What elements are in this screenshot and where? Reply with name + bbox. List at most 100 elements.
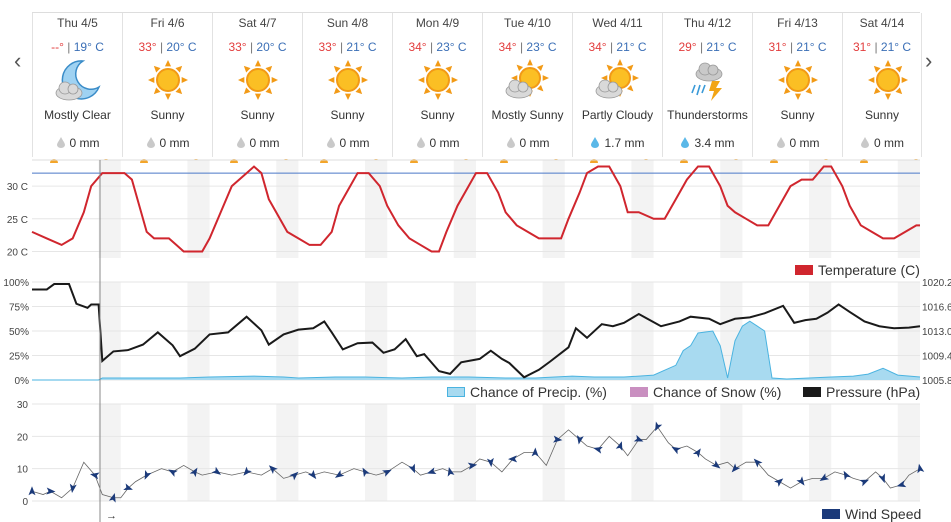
wind-arrow bbox=[633, 434, 644, 442]
sun-icon bbox=[415, 57, 461, 103]
wind-arrow bbox=[334, 469, 345, 478]
y-tick-label-right: 1005.8 bbox=[922, 376, 951, 387]
wind-arrow bbox=[382, 469, 392, 477]
night-band bbox=[276, 160, 299, 258]
wind-arrow bbox=[486, 457, 494, 468]
day-condition: Mostly Clear bbox=[44, 108, 111, 122]
high-temp: 31° bbox=[852, 40, 872, 54]
high-temp: --° bbox=[51, 40, 64, 54]
day-precip: 0 mm bbox=[753, 136, 842, 151]
wind-arrow bbox=[189, 467, 198, 478]
low-temp: 23° C bbox=[526, 40, 557, 54]
y-tick-label: 50% bbox=[9, 327, 29, 338]
day-temps: 31° | 21° C bbox=[768, 40, 827, 54]
day-precip: 3.4 mm bbox=[663, 136, 752, 151]
precip-swatch bbox=[447, 387, 465, 397]
day-date: Thu 4/12 bbox=[683, 16, 732, 30]
forecast-day[interactable]: Thu 4/12 29° | 21° C Thunderstorms 3.4 m… bbox=[662, 13, 752, 163]
low-temp: 20° C bbox=[256, 40, 287, 54]
wind-arrow bbox=[168, 469, 178, 477]
forecast-day[interactable]: Sun 4/8 33° | 21° C Sunny 0 mm bbox=[302, 13, 392, 163]
day-temps: 33° | 21° C bbox=[318, 40, 377, 54]
night-band bbox=[365, 404, 388, 501]
legend-wind: Wind Speed bbox=[822, 506, 921, 522]
low-temp: 23° C bbox=[436, 40, 467, 54]
y-tick-label: 100% bbox=[3, 278, 29, 289]
precip-line bbox=[32, 320, 921, 381]
low-temp: 21° C bbox=[346, 40, 377, 54]
day-temps: --° | 19° C bbox=[51, 40, 104, 54]
next-day-arrow[interactable]: › bbox=[925, 48, 933, 73]
day-temps: 34° | 23° C bbox=[408, 40, 467, 54]
low-temp: 21° C bbox=[706, 40, 737, 54]
high-temp: 34° bbox=[498, 40, 517, 54]
wind-arrow bbox=[426, 467, 437, 474]
low-temp: 20° C bbox=[166, 40, 197, 54]
legend-pressure: Pressure (hPa) bbox=[803, 384, 920, 400]
day-date: Fri 4/6 bbox=[150, 16, 185, 30]
raindrop-icon bbox=[416, 136, 426, 151]
forecast-day[interactable]: Mon 4/9 34° | 23° C Sunny 0 mm bbox=[392, 13, 482, 163]
wind-arrow bbox=[711, 460, 721, 469]
day-precip: 0 mm bbox=[483, 136, 572, 151]
sun-icon bbox=[235, 57, 281, 103]
wind-arrow bbox=[896, 480, 907, 488]
wind-arrow bbox=[362, 467, 371, 478]
wind-arrow bbox=[753, 458, 763, 468]
forecast-day[interactable]: Fri 4/6 33° | 20° C Sunny 0 mm bbox=[122, 13, 212, 163]
day-date: Sun 4/8 bbox=[326, 16, 369, 30]
precip-area bbox=[32, 321, 920, 380]
night-band bbox=[187, 160, 210, 258]
forecast-day[interactable]: Sat 4/7 33° | 20° C Sunny 0 mm bbox=[212, 13, 302, 163]
night-band bbox=[98, 404, 121, 501]
wind-arrow bbox=[90, 472, 100, 480]
wind-arrow bbox=[774, 478, 784, 487]
current-time-marker-label: → bbox=[106, 510, 117, 522]
y-tick-label: 20 bbox=[17, 432, 29, 443]
prev-day-arrow[interactable]: ‹ bbox=[14, 48, 22, 73]
wind-arrow bbox=[289, 471, 299, 481]
y-tick-label: 20 C bbox=[7, 247, 28, 258]
wind-arrow bbox=[843, 470, 851, 481]
snow-swatch bbox=[630, 387, 648, 397]
day-date: Mon 4/9 bbox=[415, 16, 460, 30]
pressure-line bbox=[32, 283, 921, 379]
day-temps: 33° | 20° C bbox=[228, 40, 287, 54]
forecast-day[interactable]: Wed 4/11 34° | 21° C Partly Cloudy 1.7 m… bbox=[572, 13, 662, 163]
night-band bbox=[453, 404, 476, 501]
night-band bbox=[631, 404, 654, 501]
day-date: Tue 4/10 bbox=[504, 16, 551, 30]
wind-arrow bbox=[307, 469, 317, 480]
day-precip: 0 mm bbox=[393, 136, 482, 151]
wind-arrow bbox=[46, 487, 56, 495]
wind-arrow bbox=[268, 465, 278, 474]
day-precip: 0 mm bbox=[213, 136, 302, 151]
wind-arrow bbox=[69, 483, 77, 494]
day-date: Thu 4/5 bbox=[57, 16, 98, 30]
forecast-day[interactable]: Fri 4/13 31° | 21° C Sunny 0 mm bbox=[752, 13, 842, 163]
y-tick-label: 0 bbox=[22, 497, 28, 508]
pressure-swatch bbox=[803, 387, 821, 397]
day-condition: Sunny bbox=[150, 108, 185, 122]
wind-swatch bbox=[822, 509, 840, 519]
y-tick-label: 30 C bbox=[7, 182, 28, 193]
day-precip: 1.7 mm bbox=[573, 136, 662, 151]
day-date: Fri 4/13 bbox=[777, 16, 818, 30]
high-temp: 33° bbox=[138, 40, 157, 54]
sun-cloud-icon bbox=[505, 57, 551, 103]
y-tick-label: 25% bbox=[9, 352, 29, 363]
day-date: Sat 4/14 bbox=[859, 16, 905, 30]
wind-arrow bbox=[731, 463, 741, 473]
raindrop-icon bbox=[506, 136, 516, 151]
raindrop-icon bbox=[680, 136, 690, 151]
day-condition: Sunny bbox=[420, 108, 455, 122]
day-condition: Sunny bbox=[864, 108, 900, 122]
wind-arrow bbox=[576, 435, 584, 445]
day-temps: 33° | 20° C bbox=[138, 40, 197, 54]
night-band bbox=[720, 404, 743, 501]
day-temps: 34° | 21° C bbox=[588, 40, 647, 54]
day-condition: Mostly Sunny bbox=[491, 108, 564, 122]
night-band bbox=[187, 404, 210, 501]
wind-arrow bbox=[878, 473, 885, 484]
